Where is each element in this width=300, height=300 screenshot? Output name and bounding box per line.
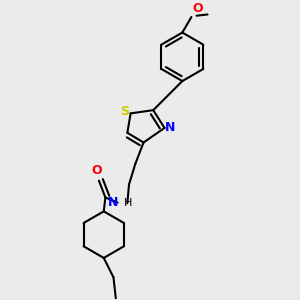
- Text: O: O: [91, 164, 102, 177]
- Text: S: S: [120, 105, 129, 118]
- Text: O: O: [192, 2, 203, 15]
- Text: H: H: [124, 198, 132, 208]
- Text: N: N: [165, 122, 176, 134]
- Text: N: N: [108, 196, 118, 209]
